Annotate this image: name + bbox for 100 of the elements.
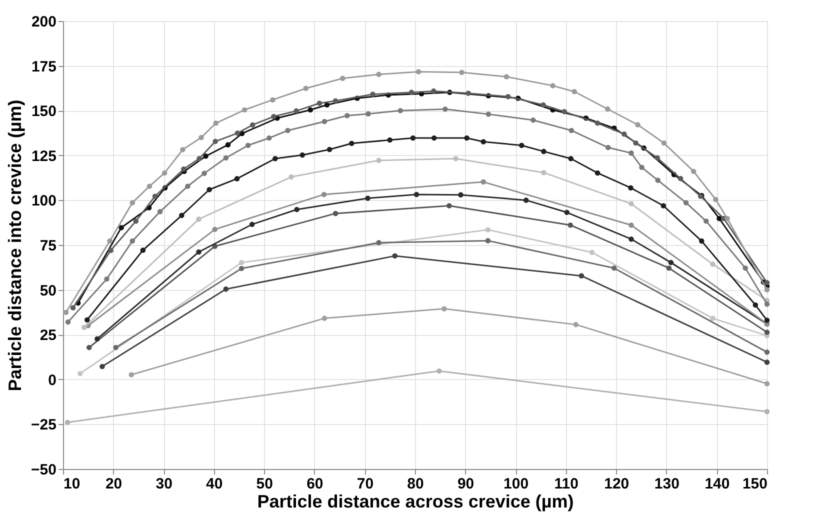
y-tick-label: 0 xyxy=(48,372,56,389)
point xyxy=(678,176,684,182)
point xyxy=(322,118,328,124)
point xyxy=(628,185,634,190)
point xyxy=(724,216,730,222)
point xyxy=(408,90,414,95)
y-tick-label: 125 xyxy=(31,148,56,165)
point xyxy=(370,92,376,97)
point xyxy=(568,128,574,134)
point xyxy=(272,156,278,162)
point xyxy=(604,106,610,112)
point xyxy=(655,178,661,183)
y-tick-label: 25 xyxy=(40,327,56,344)
point xyxy=(660,203,666,208)
point xyxy=(322,316,328,321)
point xyxy=(764,287,770,292)
point xyxy=(332,210,338,216)
x-tick-label: 20 xyxy=(105,476,122,492)
point xyxy=(518,142,524,148)
point xyxy=(442,306,447,312)
point xyxy=(376,158,382,164)
point xyxy=(212,226,218,232)
point xyxy=(206,186,212,192)
point xyxy=(203,153,208,159)
point xyxy=(628,236,634,242)
point xyxy=(564,210,570,216)
x-tick-label: 130 xyxy=(654,476,680,492)
point xyxy=(541,170,546,176)
point xyxy=(308,107,314,113)
x-tick-label: 70 xyxy=(356,476,374,492)
point xyxy=(410,135,416,141)
point xyxy=(77,371,83,376)
point xyxy=(196,249,202,255)
x-tick-label: 60 xyxy=(306,476,324,492)
point xyxy=(242,107,248,113)
point xyxy=(416,69,422,74)
point xyxy=(70,305,76,310)
point xyxy=(94,336,100,342)
point xyxy=(108,248,114,254)
point xyxy=(225,142,231,148)
point xyxy=(611,265,617,271)
point xyxy=(752,302,758,308)
point xyxy=(635,122,640,128)
point xyxy=(64,420,70,426)
point xyxy=(130,238,136,244)
point xyxy=(572,88,578,94)
point xyxy=(81,324,87,330)
point xyxy=(710,316,716,321)
x-axis-title: Particle distance across crevice (µm) xyxy=(257,492,574,512)
point xyxy=(628,222,634,228)
point xyxy=(486,112,492,117)
point xyxy=(764,381,770,386)
point xyxy=(459,70,464,76)
point xyxy=(764,301,770,307)
point xyxy=(485,227,491,232)
point xyxy=(234,130,240,136)
point xyxy=(294,206,300,212)
point xyxy=(288,174,294,180)
point xyxy=(764,318,770,323)
point xyxy=(294,108,299,114)
point xyxy=(633,140,638,146)
point xyxy=(133,218,139,224)
x-tick-label: 140 xyxy=(704,476,730,492)
point xyxy=(764,360,770,365)
point xyxy=(654,155,660,161)
point xyxy=(104,276,110,282)
x-tick-label: 100 xyxy=(504,476,529,492)
point xyxy=(348,140,354,146)
point xyxy=(365,196,370,201)
point xyxy=(713,196,718,202)
point xyxy=(303,86,309,92)
point xyxy=(162,170,168,176)
y-axis-title: Particle distance into crevice (µm) xyxy=(5,100,26,392)
point xyxy=(86,344,92,350)
point xyxy=(146,184,152,189)
point xyxy=(212,138,218,144)
point xyxy=(321,192,327,198)
point xyxy=(594,120,600,126)
point xyxy=(430,88,436,94)
point xyxy=(65,319,71,325)
point xyxy=(716,216,722,222)
point xyxy=(376,240,382,246)
point xyxy=(710,262,716,267)
point xyxy=(245,142,251,148)
point xyxy=(213,120,219,126)
point xyxy=(436,368,442,374)
point xyxy=(223,155,229,161)
point xyxy=(270,97,276,102)
point xyxy=(196,216,202,222)
point xyxy=(466,90,471,96)
point xyxy=(523,198,529,203)
point xyxy=(458,192,464,198)
point xyxy=(340,76,346,81)
x-tick-label: 110 xyxy=(554,476,578,492)
y-tick-label: −25 xyxy=(31,416,56,434)
point xyxy=(504,74,510,80)
y-tick-label: 150 xyxy=(31,103,56,120)
x-tick-label: 120 xyxy=(604,476,630,492)
point xyxy=(202,170,207,176)
point xyxy=(578,273,584,278)
